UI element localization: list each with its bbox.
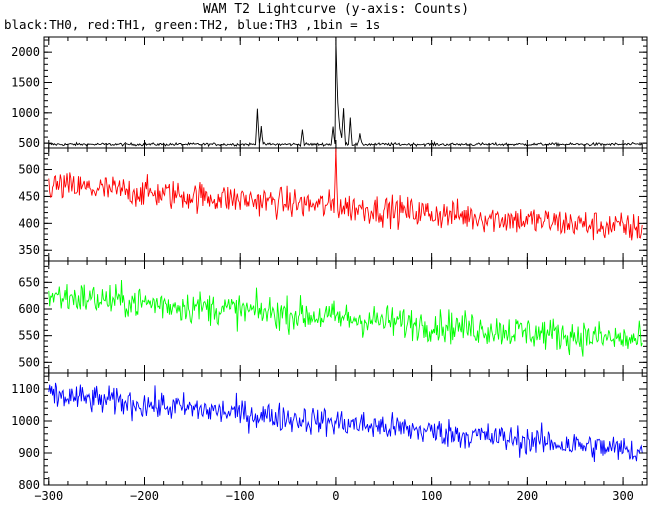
x-tick-label: 100	[421, 489, 443, 503]
y-tick-label: 650	[18, 275, 40, 289]
x-tick-label: −200	[130, 489, 159, 503]
panel-frame-th0	[43, 36, 648, 149]
y-tick-label: 800	[18, 478, 40, 492]
y-tick-label: 1000	[11, 414, 40, 428]
y-tick-label: 500	[18, 163, 40, 177]
y-tick-label: 400	[18, 216, 40, 230]
series-line-th1	[48, 148, 643, 241]
y-tick-label: 500	[18, 355, 40, 369]
x-tick-label: 300	[612, 489, 634, 503]
y-tick-label: 450	[18, 189, 40, 203]
y-tick-label: 500	[18, 136, 40, 150]
y-tick-label: 350	[18, 243, 40, 257]
y-tick-label: 600	[18, 302, 40, 316]
y-tick-label: 550	[18, 329, 40, 343]
chart-title: WAM T2 Lightcurve (y-axis: Counts)	[203, 2, 469, 17]
y-tick-label: 1500	[11, 75, 40, 89]
x-tick-label: −100	[226, 489, 255, 503]
x-tick-label: 200	[517, 489, 539, 503]
series-line-th0	[48, 40, 643, 148]
panel-frame-th3	[43, 372, 648, 486]
y-tick-label: 900	[18, 446, 40, 460]
y-tick-label: 1000	[11, 106, 40, 120]
x-tick-label: 0	[332, 489, 339, 503]
chart-subtitle: black:TH0, red:TH1, green:TH2, blue:TH3 …	[4, 17, 380, 32]
series-line-th2	[48, 279, 643, 357]
series-line-th3	[48, 382, 643, 463]
panel-frame-th2	[43, 260, 648, 374]
panels-group: 5001000150020003504004505005005506006508…	[11, 36, 648, 503]
x-tick-label: −300	[34, 489, 63, 503]
y-tick-label: 2000	[11, 45, 40, 59]
y-tick-label: 1100	[11, 382, 40, 396]
